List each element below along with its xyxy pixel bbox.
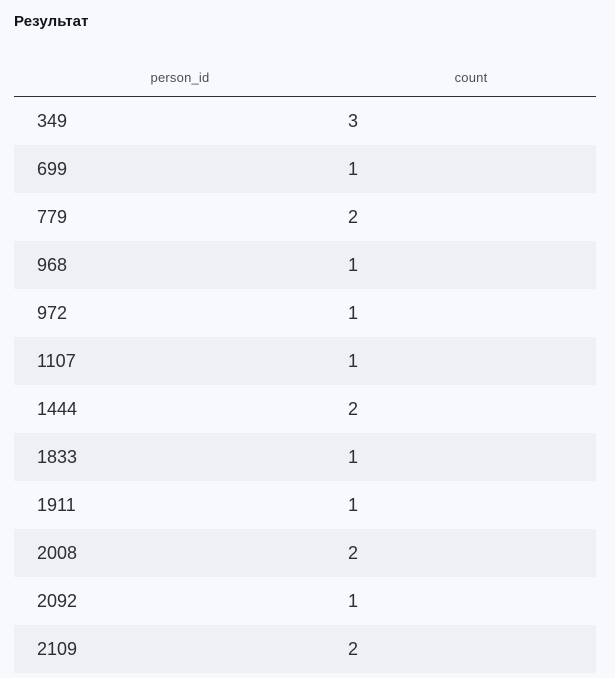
cell-person-id: 1911 — [37, 494, 76, 515]
cell-person-id: 1107 — [37, 350, 76, 371]
table-body: 349 3 699 1 779 2 968 1 972 1 1107 1 144… — [14, 97, 596, 673]
result-title: Результат — [14, 13, 89, 30]
cell-count: 2 — [348, 638, 359, 659]
cell-person-id: 699 — [37, 158, 68, 179]
cell-person-id: 349 — [37, 110, 68, 131]
cell-count: 1 — [348, 494, 359, 515]
table-row: 1911 1 — [14, 481, 596, 529]
table-row: 1833 1 — [14, 433, 596, 481]
cell-person-id: 2109 — [37, 638, 78, 659]
cell-person-id: 1833 — [37, 446, 78, 467]
table-row: 699 1 — [14, 145, 596, 193]
table-header: person_id count — [14, 58, 596, 97]
cell-count: 1 — [348, 158, 359, 179]
cell-count: 1 — [348, 254, 359, 275]
table-row: 2092 1 — [14, 577, 596, 625]
table-row: 2008 2 — [14, 529, 596, 577]
column-header-person-id[interactable]: person_id — [150, 69, 210, 85]
cell-person-id: 968 — [37, 254, 68, 275]
cell-count: 2 — [348, 206, 359, 227]
cell-count: 1 — [348, 590, 359, 611]
cell-person-id: 1444 — [37, 398, 78, 419]
cell-person-id: 972 — [37, 302, 68, 323]
cell-count: 3 — [348, 110, 359, 131]
cell-person-id: 2008 — [37, 542, 78, 563]
cell-count: 1 — [348, 302, 359, 323]
column-header-count[interactable]: count — [454, 69, 488, 85]
cell-count: 1 — [348, 350, 359, 371]
table-row: 968 1 — [14, 241, 596, 289]
table-row: 779 2 — [14, 193, 596, 241]
cell-count: 1 — [348, 446, 359, 467]
table-row: 972 1 — [14, 289, 596, 337]
cell-person-id: 779 — [37, 206, 68, 227]
table-row: 1444 2 — [14, 385, 596, 433]
table-row: 1107 1 — [14, 337, 596, 385]
result-table: person_id count 349 3 699 1 779 2 968 1 … — [14, 58, 596, 673]
cell-count: 2 — [348, 542, 359, 563]
cell-person-id: 2092 — [37, 590, 78, 611]
table-row: 2109 2 — [14, 625, 596, 673]
table-row: 349 3 — [14, 97, 596, 145]
cell-count: 2 — [348, 398, 359, 419]
